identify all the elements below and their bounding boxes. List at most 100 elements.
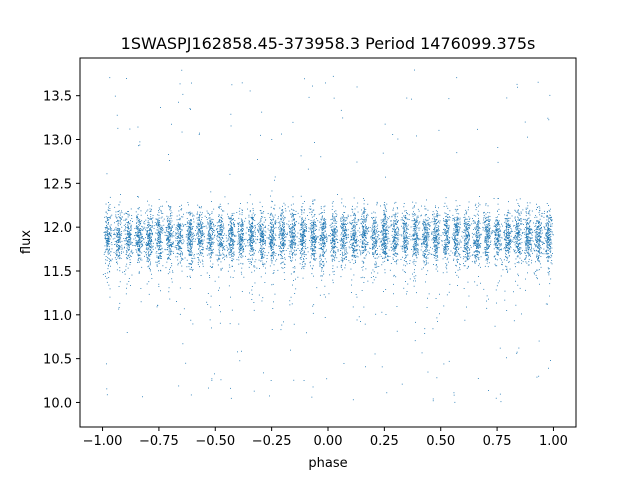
data-point	[283, 250, 285, 252]
data-point	[508, 224, 510, 226]
data-point	[106, 231, 108, 233]
data-point	[448, 237, 450, 239]
data-point	[206, 245, 208, 247]
data-point	[283, 235, 285, 237]
data-point	[324, 285, 326, 287]
data-point	[321, 268, 323, 270]
data-point	[374, 225, 376, 227]
data-point	[285, 250, 287, 251]
data-point	[218, 214, 220, 216]
data-point	[302, 248, 304, 250]
data-point	[242, 255, 244, 257]
data-point	[113, 252, 115, 253]
data-point	[505, 254, 507, 255]
data-point	[549, 228, 551, 230]
data-point	[342, 259, 344, 261]
data-point	[193, 221, 195, 223]
data-point	[533, 222, 534, 224]
data-point	[488, 390, 489, 391]
data-point	[345, 253, 347, 254]
data-point	[139, 246, 141, 248]
data-point	[424, 241, 426, 243]
data-point	[377, 272, 379, 274]
data-point	[159, 234, 161, 236]
data-point	[454, 228, 456, 230]
data-point	[445, 244, 447, 246]
data-point	[438, 241, 440, 243]
data-point	[149, 264, 151, 266]
data-point	[147, 253, 149, 255]
data-point	[249, 245, 251, 247]
data-point	[156, 218, 158, 220]
data-point	[106, 227, 108, 229]
data-point	[530, 232, 531, 234]
data-point	[376, 240, 377, 242]
data-point	[209, 257, 211, 259]
data-point	[459, 254, 461, 255]
data-point	[177, 240, 179, 242]
data-point	[446, 230, 448, 232]
data-point	[107, 236, 109, 237]
data-point	[361, 213, 363, 215]
data-point	[531, 246, 532, 248]
data-point	[415, 221, 417, 222]
data-point	[212, 238, 213, 240]
data-point	[403, 243, 405, 245]
data-point	[474, 261, 476, 263]
data-point	[435, 268, 437, 270]
data-point	[170, 210, 172, 212]
data-point	[340, 276, 342, 278]
data-point	[111, 244, 113, 246]
data-point	[415, 280, 416, 282]
data-point	[384, 213, 386, 215]
data-point	[158, 222, 160, 223]
data-point	[160, 254, 161, 256]
data-point	[261, 223, 263, 225]
data-point	[290, 232, 292, 234]
data-point	[281, 248, 282, 249]
data-point	[211, 246, 213, 247]
data-point	[433, 257, 435, 259]
data-point	[326, 239, 328, 241]
data-point	[467, 244, 469, 246]
data-point	[548, 274, 550, 276]
data-point	[147, 237, 148, 239]
data-point	[208, 238, 210, 239]
data-point	[446, 250, 448, 251]
data-point	[178, 219, 180, 220]
data-point	[387, 241, 389, 243]
data-point	[486, 254, 488, 256]
data-point	[525, 242, 527, 244]
data-point	[187, 238, 189, 240]
data-point	[547, 259, 549, 261]
data-point	[473, 242, 475, 244]
data-point	[477, 227, 479, 229]
data-point	[272, 234, 274, 236]
data-point	[283, 237, 285, 239]
data-point	[215, 254, 217, 256]
data-point	[198, 216, 200, 218]
data-point	[251, 264, 252, 266]
data-point	[126, 237, 128, 238]
data-point	[538, 223, 539, 224]
data-point	[118, 233, 120, 235]
data-point	[405, 265, 406, 267]
data-point	[147, 242, 149, 243]
data-point	[354, 240, 356, 242]
data-point	[291, 224, 293, 226]
data-point	[467, 259, 469, 261]
data-point	[279, 224, 281, 226]
data-point	[484, 255, 486, 256]
data-point	[403, 203, 405, 204]
data-point	[443, 232, 445, 233]
data-point	[161, 247, 163, 249]
data-point	[228, 224, 230, 225]
data-point	[159, 236, 161, 237]
data-point	[161, 229, 163, 231]
data-point	[434, 244, 436, 246]
data-point	[113, 234, 115, 235]
data-point	[433, 264, 434, 265]
data-point	[253, 240, 254, 242]
data-point	[345, 253, 347, 255]
data-point	[272, 252, 273, 253]
